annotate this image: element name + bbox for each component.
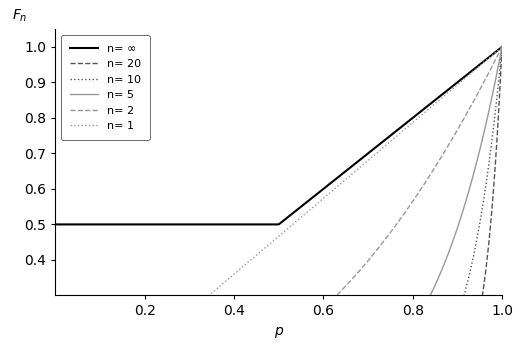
Line: n= 5: n= 5 (55, 47, 502, 353)
n= ∞ (488, 53, 494, 58)
Line: n= 2: n= 2 (55, 47, 502, 353)
Line: n= 10: n= 10 (55, 47, 502, 353)
n= 1 (52, 329, 59, 333)
n= 1 (499, 45, 505, 49)
n= 1 (318, 198, 324, 202)
n= 2 (418, 186, 425, 190)
n= 20 (499, 45, 505, 49)
n= 1 (418, 113, 425, 117)
n= 1 (267, 241, 274, 246)
Line: n= 1: n= 1 (55, 47, 502, 331)
Line: n= 20: n= 20 (55, 47, 502, 353)
n= 5 (499, 45, 505, 49)
n= ∞ (267, 222, 274, 227)
Line: n= ∞: n= ∞ (55, 47, 502, 225)
n= ∞ (52, 222, 59, 227)
n= 2 (265, 349, 271, 353)
n= 2 (499, 45, 505, 49)
Legend: n= ∞, n= 20, n= 10, n= 5, n= 2, n= 1: n= ∞, n= 20, n= 10, n= 5, n= 2, n= 1 (61, 35, 149, 140)
n= 2 (318, 308, 324, 312)
n= ∞ (294, 208, 300, 212)
n= 2 (488, 66, 494, 70)
n= ∞ (265, 222, 271, 227)
n= 5 (488, 98, 494, 102)
n= 1 (294, 219, 300, 223)
n= 1 (488, 54, 494, 58)
n= 1 (265, 244, 271, 248)
n= ∞ (499, 45, 505, 49)
Y-axis label: $F_n$: $F_n$ (12, 7, 27, 24)
n= 10 (488, 144, 494, 148)
n= 10 (499, 45, 505, 49)
n= ∞ (418, 109, 425, 113)
n= 5 (418, 310, 425, 314)
n= 2 (294, 329, 300, 333)
n= 20 (488, 215, 494, 219)
n= 2 (267, 347, 274, 352)
X-axis label: p: p (275, 324, 283, 338)
n= ∞ (318, 189, 324, 193)
